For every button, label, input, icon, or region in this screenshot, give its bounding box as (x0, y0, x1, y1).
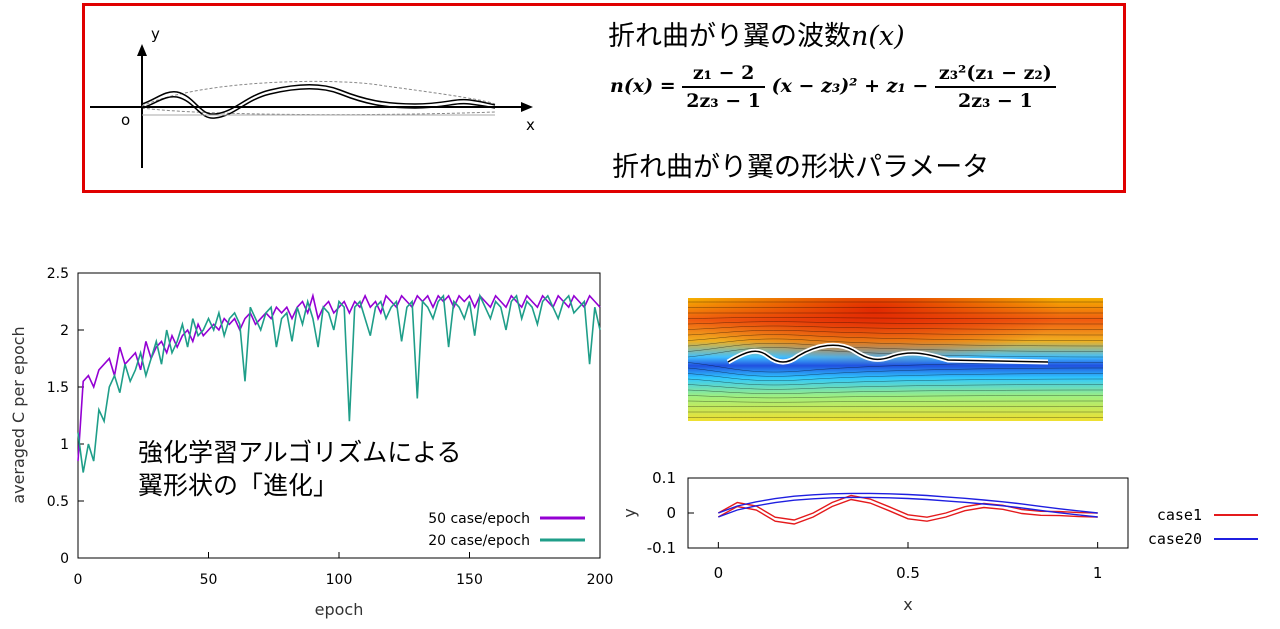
chart0-y-tick-label: 1.5 (47, 380, 69, 396)
chart2-legend-label-case20: case20 (1148, 530, 1202, 548)
learning-curve-chart: 0 50 100 150 200 0 0.5 1 1.5 2 2.5 epoch averaged … (9, 266, 614, 619)
formula-lhs: n(x) = (610, 75, 676, 97)
shape-parameter-title: 折れ曲がり翼の形状パラメータ (612, 152, 990, 183)
chart0-y-tick-label: 2.5 (47, 266, 69, 282)
chart0-y-tick-label: 0 (60, 551, 69, 567)
formula-frac2-numerator: z₃²(z₁ − z₂) (934, 62, 1056, 88)
flow-streamline (688, 378, 1103, 386)
flow-streamline (688, 317, 1103, 319)
wing-sketch: y x o (90, 25, 535, 168)
chart1-series-case1 (717, 494, 1098, 521)
formula-fraction-1: z₁ − 2 2z₃ − 1 (682, 62, 765, 112)
flow-streamline (688, 334, 1103, 341)
chart1-x-tick-label: 0.5 (896, 564, 920, 582)
formula-middle: (x − z₃)² + z₁ − (771, 75, 929, 97)
sketch-wing-upper (141, 83, 496, 115)
flow-streamline (688, 330, 1103, 336)
chart0-x-tick-label: 100 (326, 572, 353, 588)
formula-frac1-numerator: z₁ − 2 (682, 62, 765, 88)
chart0-y-tick-label: 0.5 (47, 494, 69, 510)
chart1-x-axis-label: epoch (315, 600, 364, 619)
wing-shape-chart: 0 0.5 1 -0.1 0 0.1 x y case1 case20 (620, 469, 1258, 614)
sketch-envelope-upper (141, 80, 496, 107)
sketch-x-arrow (521, 102, 533, 112)
chart0-x-tick-label: 200 (587, 572, 614, 588)
formula-fraction-2: z₃²(z₁ − z₂) 2z₃ − 1 (934, 62, 1056, 112)
cfd-flow-field-image (688, 298, 1103, 421)
sketch-y-arrow (137, 44, 147, 56)
flow-streamline (688, 325, 1103, 330)
sketch-envelope-lower (141, 107, 496, 116)
chart1-y-tick-label: -0.1 (647, 539, 676, 557)
chart0-series-20-case-epoch (77, 292, 601, 473)
wavenumber-title: 折れ曲がり翼の波数n(x) (608, 14, 905, 53)
annotation-line-2: 翼形状の「進化」 (138, 471, 339, 500)
chart1-legend-label-50: 50 case/epoch (428, 511, 530, 527)
wavenumber-title-text: 折れ曲がり翼の波数 (608, 21, 851, 52)
chart1-plot-frame (77, 272, 601, 559)
annotation-line-1: 強化学習アルゴリズムによる (138, 438, 462, 467)
wavenumber-title-math: n(x) (851, 21, 905, 52)
chart1-x-tick-label: 0 (714, 564, 724, 582)
chart2-legend: case1 case20 (1148, 506, 1258, 548)
chart0-x-tick-label: 0 (74, 572, 83, 588)
chart1-legend: 50 case/epoch 20 case/epoch (428, 511, 585, 549)
formula-frac1-denominator: 2z₃ − 1 (686, 90, 761, 112)
chart1-x-tick-label: 1 (1093, 564, 1103, 582)
chart0-x-tick-label: 50 (200, 572, 218, 588)
flow-wing-shape (727, 344, 1049, 363)
sketch-origin-label: o (121, 111, 130, 129)
chart2-x-axis-label: x (903, 595, 912, 614)
chart0-y-tick-label: 1 (60, 437, 69, 453)
flow-streamline (688, 367, 1103, 377)
chart1-legend-label-20: 20 case/epoch (428, 533, 530, 549)
flow-streamline (688, 338, 1103, 347)
sketch-x-label: x (526, 116, 535, 134)
chart2-legend-label-case1: case1 (1157, 506, 1202, 524)
formula-box (82, 3, 1126, 193)
chart1-y-tick-label: 0 (666, 504, 676, 522)
sketch-y-label: y (151, 25, 160, 43)
flow-streamline (688, 373, 1103, 381)
chart2-y-axis-label: y (620, 508, 639, 517)
flow-streamline (688, 347, 1103, 358)
chart1-y-tick-label: 0.1 (652, 469, 676, 487)
chart1-series-case20 (718, 492, 1098, 514)
chart1-series-case20-lower (718, 496, 1098, 518)
flow-streamline (688, 384, 1103, 390)
chart1-y-axis-label: averaged C per epoch (9, 326, 28, 503)
formula-frac2-denominator: 2z₃ − 1 (957, 90, 1033, 112)
wavenumber-formula: n(x) = z₁ − 2 2z₃ − 1 (x − z₃)² + z₁ − z… (610, 62, 1056, 112)
chart0-series-50-case-epoch (77, 292, 601, 462)
chart1-series-case1-lower (717, 498, 1098, 525)
evolution-annotation: 強化学習アルゴリズムによる 翼形状の「進化」 (138, 436, 462, 502)
flow-streamline (688, 389, 1103, 394)
flow-streamline (688, 400, 1103, 403)
chart0-x-tick-label: 150 (456, 572, 483, 588)
sketch-wing-lower (141, 87, 496, 119)
chart0-y-tick-label: 2 (60, 323, 69, 339)
